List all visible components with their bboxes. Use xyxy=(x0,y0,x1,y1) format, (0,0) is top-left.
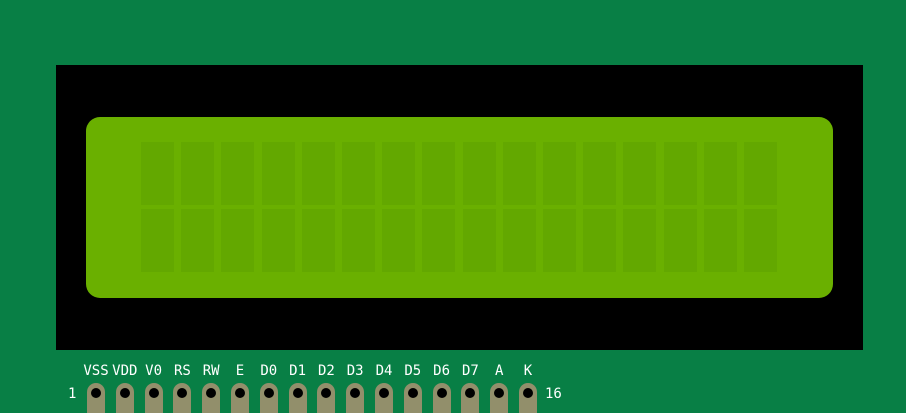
pin-vss[interactable] xyxy=(87,383,105,413)
lcd-character-cell xyxy=(382,142,416,205)
pin-d4[interactable] xyxy=(375,383,393,413)
pin-number-last: 16 xyxy=(545,386,562,402)
pin-hole xyxy=(407,388,418,398)
pin-hole xyxy=(119,388,130,398)
pin-rs[interactable] xyxy=(173,383,192,413)
lcd-character-cell xyxy=(221,142,255,205)
pin-hole xyxy=(235,388,245,398)
pin-hole xyxy=(379,388,389,398)
lcd-character-cell xyxy=(703,209,737,272)
pin-hole xyxy=(350,388,361,398)
pin-d6[interactable] xyxy=(432,383,451,413)
lcd-character-cell xyxy=(181,142,215,205)
lcd-character-cell xyxy=(462,209,496,272)
lcd-character-cell xyxy=(502,142,536,205)
lcd-character-cell xyxy=(261,209,295,272)
pin-hole xyxy=(523,388,533,398)
lcd-character-cell xyxy=(663,142,697,205)
pin-d2[interactable] xyxy=(317,383,336,413)
lcd-character-cell xyxy=(663,209,697,272)
pin-label: RW xyxy=(202,363,220,379)
pin-d3[interactable] xyxy=(346,383,365,413)
lcd-character-cell xyxy=(543,142,576,205)
lcd-character-cell xyxy=(342,209,375,272)
lcd-character-cell xyxy=(422,142,456,205)
pin-label: D5 xyxy=(404,363,422,379)
pin-label: D2 xyxy=(317,363,335,379)
pin-label: D1 xyxy=(289,363,307,379)
pin-hole xyxy=(91,388,101,398)
lcd-character-cell xyxy=(703,142,737,205)
pin-label: D4 xyxy=(375,363,393,379)
pin-rw[interactable] xyxy=(202,383,221,413)
pin-label: D6 xyxy=(433,363,451,379)
pin-label: RS xyxy=(173,363,191,379)
pin-hole xyxy=(465,388,476,398)
pin-label: D3 xyxy=(346,363,364,379)
pin-label: VSS xyxy=(83,363,109,379)
pin-label: E xyxy=(235,363,245,379)
lcd-character-cell xyxy=(583,209,617,272)
pin-a[interactable] xyxy=(490,383,509,413)
lcd-character-cell xyxy=(623,142,657,205)
lcd-character-cell xyxy=(462,142,496,205)
pin-label: A xyxy=(494,363,504,379)
pin-hole xyxy=(321,388,332,398)
lcd-character-cell xyxy=(141,209,174,272)
pin-v0[interactable] xyxy=(144,383,163,413)
pin-hole xyxy=(148,388,159,398)
lcd-character-cell xyxy=(382,209,416,272)
pin-hole xyxy=(177,388,188,398)
pin-d7[interactable] xyxy=(461,383,480,413)
pin-vdd[interactable] xyxy=(115,383,134,413)
pin-number-first: 1 xyxy=(68,386,77,402)
lcd-character-cell xyxy=(502,209,536,272)
pin-d0[interactable] xyxy=(259,383,278,413)
pin-hole xyxy=(263,388,274,398)
pin-label: K xyxy=(523,363,533,379)
pin-d5[interactable] xyxy=(403,383,422,413)
pin-hole xyxy=(292,388,303,398)
lcd-character-cell xyxy=(301,209,335,272)
lcd-character-cell xyxy=(342,142,375,205)
pin-label: D0 xyxy=(260,363,278,379)
pin-label: V0 xyxy=(145,363,163,379)
pin-hole xyxy=(436,388,447,398)
lcd-character-cell xyxy=(583,142,617,205)
pin-k[interactable] xyxy=(519,383,537,413)
pin-e[interactable] xyxy=(231,383,249,413)
lcd-character-cell xyxy=(181,209,215,272)
lcd-character-cell xyxy=(221,209,255,272)
lcd-character-cell xyxy=(141,142,174,205)
pin-d1[interactable] xyxy=(288,383,307,413)
lcd-character-cell xyxy=(301,142,335,205)
lcd-character-cell xyxy=(422,209,456,272)
lcd-character-cell xyxy=(744,209,777,272)
pin-hole xyxy=(494,388,505,398)
lcd-character-cell xyxy=(744,142,777,205)
pin-label: D7 xyxy=(461,363,479,379)
pin-label: VDD xyxy=(112,363,138,379)
pin-hole xyxy=(206,388,217,398)
lcd-character-cell xyxy=(261,142,295,205)
lcd-character-cell xyxy=(543,209,576,272)
lcd-character-cell xyxy=(623,209,657,272)
